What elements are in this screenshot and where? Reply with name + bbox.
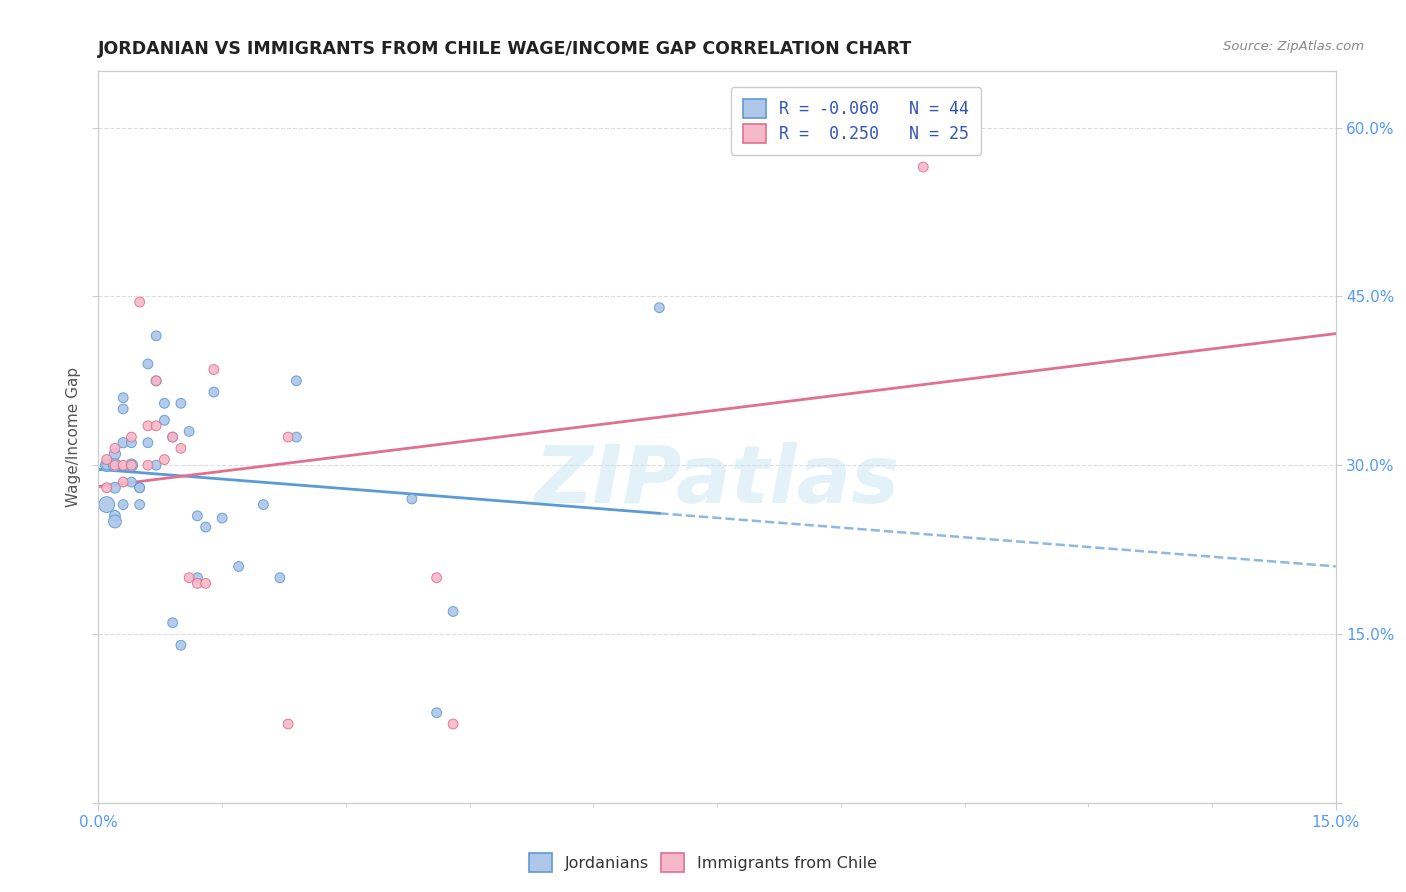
Point <box>120 475 142 489</box>
Point <box>441 717 464 731</box>
Point <box>136 357 159 371</box>
Point <box>136 418 159 433</box>
Point <box>194 520 217 534</box>
Point <box>128 481 150 495</box>
Point <box>912 160 935 174</box>
Point <box>128 498 150 512</box>
Point <box>136 458 159 473</box>
Point <box>136 435 159 450</box>
Point <box>120 430 142 444</box>
Y-axis label: Wage/Income Gap: Wage/Income Gap <box>66 367 82 508</box>
Point <box>186 508 208 523</box>
Point <box>104 481 127 495</box>
Point <box>145 374 167 388</box>
Point <box>120 458 142 473</box>
Point <box>104 447 127 461</box>
Point <box>202 385 225 400</box>
Point <box>112 475 135 489</box>
Text: JORDANIAN VS IMMIGRANTS FROM CHILE WAGE/INCOME GAP CORRELATION CHART: JORDANIAN VS IMMIGRANTS FROM CHILE WAGE/… <box>98 40 912 58</box>
Point <box>170 442 193 456</box>
Point <box>277 717 299 731</box>
Point <box>285 430 308 444</box>
Point <box>153 413 176 427</box>
Point <box>179 571 201 585</box>
Point <box>104 442 127 456</box>
Point <box>194 576 217 591</box>
Point <box>277 430 299 444</box>
Point <box>153 452 176 467</box>
Point <box>162 430 184 444</box>
Point <box>112 401 135 416</box>
Point <box>202 362 225 376</box>
Point <box>104 508 127 523</box>
Legend: Jordanians, Immigrants from Chile: Jordanians, Immigrants from Chile <box>522 845 884 880</box>
Point <box>162 615 184 630</box>
Point <box>145 458 167 473</box>
Point <box>96 481 118 495</box>
Point <box>120 435 142 450</box>
Point <box>112 498 135 512</box>
Text: Source: ZipAtlas.com: Source: ZipAtlas.com <box>1223 40 1364 54</box>
Point <box>269 571 291 585</box>
Point <box>96 458 118 473</box>
Point <box>648 301 671 315</box>
Point <box>145 374 167 388</box>
Point <box>96 458 118 473</box>
Point <box>179 425 201 439</box>
Point <box>128 295 150 310</box>
Point <box>145 328 167 343</box>
Point <box>112 435 135 450</box>
Point <box>112 458 135 473</box>
Point <box>170 638 193 652</box>
Point <box>211 511 233 525</box>
Point <box>401 491 423 506</box>
Legend: R = -0.060   N = 44, R =  0.250   N = 25: R = -0.060 N = 44, R = 0.250 N = 25 <box>731 87 981 154</box>
Point <box>112 391 135 405</box>
Point <box>153 396 176 410</box>
Point <box>96 498 118 512</box>
Point <box>186 571 208 585</box>
Point <box>170 396 193 410</box>
Point <box>145 418 167 433</box>
Point <box>426 571 449 585</box>
Point <box>128 481 150 495</box>
Point <box>104 458 127 473</box>
Point <box>96 452 118 467</box>
Point <box>186 576 208 591</box>
Point <box>104 458 127 473</box>
Point <box>162 430 184 444</box>
Point <box>441 605 464 619</box>
Point <box>120 458 142 473</box>
Point <box>285 374 308 388</box>
Point <box>104 515 127 529</box>
Point <box>252 498 274 512</box>
Point <box>426 706 449 720</box>
Text: ZIPatlas: ZIPatlas <box>534 442 900 520</box>
Point <box>228 559 250 574</box>
